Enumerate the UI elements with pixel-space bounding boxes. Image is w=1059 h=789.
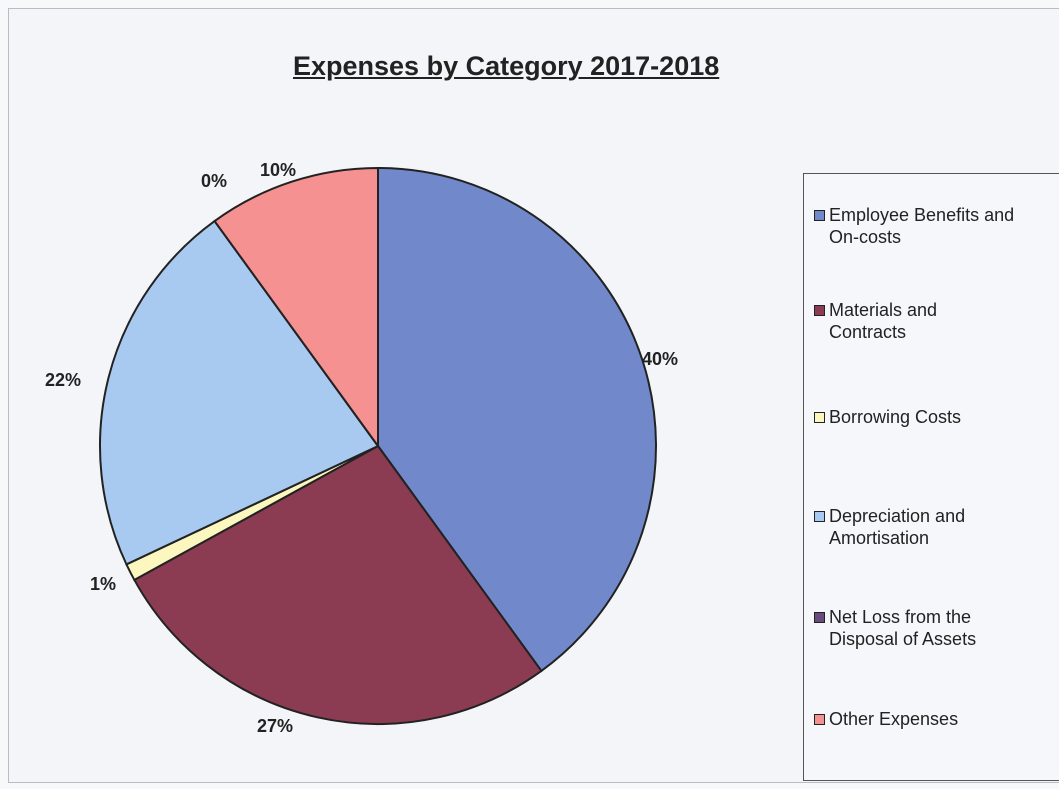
legend-item-net-loss-from-the-disposal-of-assets: Net Loss from the Disposal of Assets [814, 606, 1059, 650]
pie-chart: 40% 27% 1% 22% 0% 10% [45, 160, 678, 736]
legend-label: Materials and Contracts [829, 300, 938, 342]
pct-label-net-loss-from-the-disposal-of-assets: 0% [201, 171, 227, 191]
chart-legend: Employee Benefits and On-costs Materials … [803, 173, 1059, 781]
legend-label: Employee Benefits and On-costs [829, 205, 1015, 247]
pct-label-borrowing-costs: 1% [90, 574, 116, 594]
legend-item-other-expenses: Other Expenses [814, 708, 1059, 730]
legend-item-borrowing-costs: Borrowing Costs [814, 406, 1059, 428]
legend-label: Depreciation and Amortisation [829, 506, 966, 548]
legend-item-employee-benefits-and-on-costs: Employee Benefits and On-costs [814, 204, 1059, 248]
legend-swatch [814, 210, 825, 221]
legend-swatch [814, 612, 825, 623]
pie-slice-materials-and-contracts [133, 444, 543, 725]
pct-label-depreciation-and-amortisation: 22% [45, 370, 81, 390]
pct-label-other-expenses: 10% [260, 160, 296, 180]
legend-item-depreciation-and-amortisation: Depreciation and Amortisation [814, 505, 1059, 549]
legend-label: Borrowing Costs [829, 407, 962, 427]
pie-slice-other-expenses [213, 166, 379, 450]
pie-slice-depreciation-and-amortisation [99, 219, 380, 566]
pie-slice-employee-benefits-and-on-costs [377, 166, 657, 673]
legend-swatch [814, 511, 825, 522]
legend-swatch [814, 412, 825, 423]
legend-label: Net Loss from the Disposal of Assets [829, 607, 977, 649]
legend-item-materials-and-contracts: Materials and Contracts [814, 299, 1059, 343]
pct-label-employee-benefits-and-on-costs: 40% [642, 349, 678, 369]
chart-frame: Expenses by Category 2017-2018 40% 27% 1% 2… [8, 8, 1059, 783]
legend-swatch [814, 714, 825, 725]
chart-title: Expenses by Category 2017-2018 [293, 51, 720, 81]
pct-label-materials-and-contracts: 27% [257, 716, 293, 736]
legend-swatch [814, 305, 825, 316]
legend-label: Other Expenses [829, 709, 959, 729]
